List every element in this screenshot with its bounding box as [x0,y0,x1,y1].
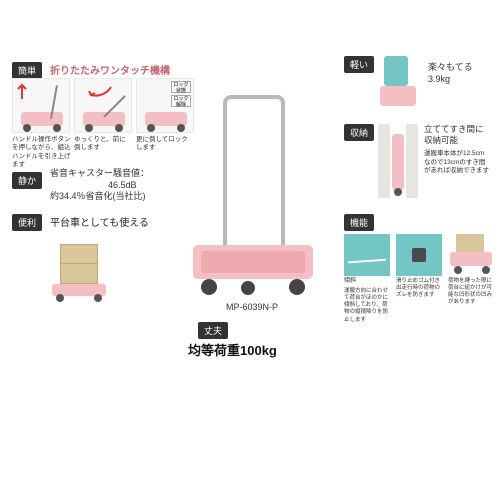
func-t1: 傾斜 [344,278,390,286]
simple-step2 [74,78,132,133]
cap1: ハンドル操作ボタンを押しながら、組込ハンドルを引き上げます [12,136,72,170]
infographic-root: 簡単 折りたたみワンタッチ機構 ロック状態 ロック解除 ハンドル操作ボタンを押し… [0,0,500,500]
model-number: MP-6039N-P [226,302,278,314]
product-hero [175,95,325,305]
simple-title: 折りたたみワンタッチ機構 [50,62,170,77]
badge-sturdy: 丈夫 [198,322,228,339]
func-illus1 [344,234,390,276]
func-illus2 [396,234,442,276]
badge-light: 軽い [344,56,374,73]
sturdy-text: 均等荷重100kg [188,340,277,359]
badge-quiet: 静か [12,172,42,189]
quiet-block: 省音キャスター騒音値： 46.5dB 約34.4％省音化(当社比) [50,168,149,203]
cap2: ゆっくりと、前に倒します [74,136,132,153]
store-text: 立ててすき間に収納可能 運搬車本体が12.5cmなので13cmのすき間があれば収… [424,124,490,175]
handy-title: 平台車としても使える [50,214,149,229]
light-text: 楽々もてる 3.9kg [428,62,473,85]
badge-simple: 簡単 [12,62,42,79]
func-illus3 [448,234,494,276]
func-c1: 運搬方向に合わせて荷台がほのかに傾斜しており、荷物の縦積降りを防止します [344,288,390,324]
light-illus [376,56,422,112]
badge-func: 機能 [344,214,374,231]
simple-step1 [12,78,70,133]
badge-handy: 便利 [12,214,42,231]
flatbed-illus [46,232,116,302]
func-c2: 滑り止めゴム付き出走行時の荷物のズレを防ぎます [396,278,442,299]
func-c3: 荷物を縛った際に荷台に紐かけが可能な凹形状の凹みがあります [448,278,494,307]
store-illus [378,124,418,198]
badge-store: 収納 [344,124,374,141]
